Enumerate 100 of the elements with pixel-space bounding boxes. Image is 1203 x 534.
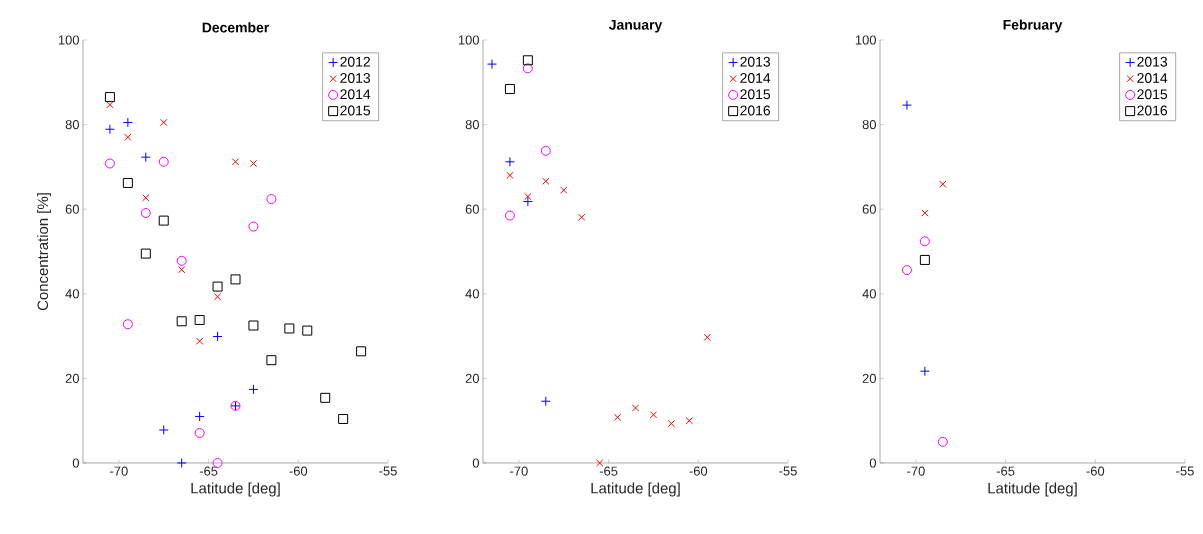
x-tick-label: -55 — [779, 466, 797, 476]
chart-title: December — [202, 22, 270, 33]
point — [212, 457, 223, 468]
y-tick-label: 80 — [862, 120, 876, 130]
point — [176, 457, 187, 468]
point — [194, 427, 205, 438]
point — [919, 366, 930, 377]
x-tick-label: -65 — [599, 466, 618, 476]
y-tick-label: 0 — [72, 458, 79, 468]
point — [122, 177, 133, 188]
x-tick-label: -70 — [510, 466, 528, 476]
point — [685, 417, 694, 425]
point — [158, 424, 169, 435]
point — [160, 118, 168, 127]
point — [939, 180, 947, 188]
legend-label: 2013 — [740, 56, 771, 67]
point — [542, 177, 550, 185]
point — [194, 411, 205, 422]
point — [613, 413, 622, 421]
y-tick-label: 60 — [862, 204, 876, 214]
point — [266, 194, 277, 205]
x-tick-label: -70 — [907, 466, 925, 476]
legend-label: 2015 — [740, 89, 771, 100]
x-tick-label: -55 — [1176, 466, 1194, 476]
point — [284, 323, 295, 334]
point — [921, 209, 929, 217]
point — [338, 413, 349, 424]
x-tick-label: -70 — [110, 466, 128, 476]
legend-label: 2014 — [740, 73, 771, 83]
y-tick-label: 0 — [869, 458, 876, 468]
point — [649, 411, 658, 419]
point — [248, 384, 259, 395]
point — [213, 293, 222, 301]
x-tick-label: -55 — [379, 466, 397, 476]
x-axis-title: Latitude [deg] — [591, 482, 680, 497]
point — [522, 196, 533, 207]
legend-label: 2014 — [1137, 73, 1168, 83]
point — [540, 396, 551, 407]
point — [140, 207, 151, 218]
point — [212, 331, 223, 342]
y-tick-label: 20 — [65, 373, 79, 383]
point — [578, 213, 586, 221]
point — [919, 236, 930, 247]
point — [937, 436, 948, 447]
point — [522, 63, 533, 74]
point — [506, 171, 514, 180]
x-axis-title: Latitude [deg] — [988, 482, 1077, 497]
point — [504, 156, 515, 167]
point — [176, 255, 187, 266]
point — [901, 100, 912, 111]
point — [266, 355, 277, 366]
point — [140, 248, 151, 259]
legend-label: 2012 — [340, 56, 370, 67]
y-tick-label: 100 — [855, 35, 876, 45]
point — [195, 337, 204, 345]
legend-label: 2016 — [740, 105, 771, 116]
point — [486, 59, 497, 70]
y-tick-label: 40 — [465, 289, 479, 299]
point — [124, 133, 132, 141]
legend-label: 2013 — [340, 73, 371, 83]
point — [595, 459, 604, 467]
chart-title: January — [608, 20, 663, 33]
point — [504, 84, 515, 95]
point — [667, 419, 676, 428]
y-tick-label: 100 — [58, 35, 79, 45]
point — [122, 117, 133, 128]
y-tick-label: 80 — [465, 120, 479, 130]
y-tick-label: 0 — [472, 458, 479, 468]
point — [302, 325, 313, 336]
y-tick-label: 100 — [458, 35, 479, 45]
y-tick-label: 60 — [465, 204, 479, 214]
point — [106, 101, 114, 109]
point — [142, 194, 150, 202]
x-tick-label: -60 — [689, 466, 708, 476]
x-axis-title: Latitude [deg] — [191, 482, 280, 497]
point — [194, 315, 205, 326]
legend-label: 2013 — [1137, 56, 1168, 67]
legend-label: 2015 — [340, 105, 371, 116]
point — [540, 145, 551, 156]
point — [524, 192, 532, 201]
point — [901, 265, 912, 276]
point — [230, 274, 241, 285]
x-tick-label: -65 — [199, 466, 218, 476]
legend-label: 2016 — [1137, 105, 1168, 116]
point — [140, 152, 151, 163]
point — [356, 346, 367, 357]
x-tick-label: -60 — [1086, 466, 1105, 476]
point — [560, 186, 568, 194]
point — [104, 158, 115, 169]
point — [248, 221, 259, 232]
point — [504, 210, 515, 221]
y-tick-label: 60 — [65, 204, 79, 214]
point — [104, 124, 115, 135]
point — [122, 319, 133, 330]
point — [522, 55, 533, 66]
point — [320, 392, 331, 403]
y-tick-label: 40 — [862, 289, 876, 299]
y-tick-label: 80 — [65, 120, 79, 130]
x-tick-label: -60 — [289, 466, 308, 476]
point — [631, 404, 640, 412]
